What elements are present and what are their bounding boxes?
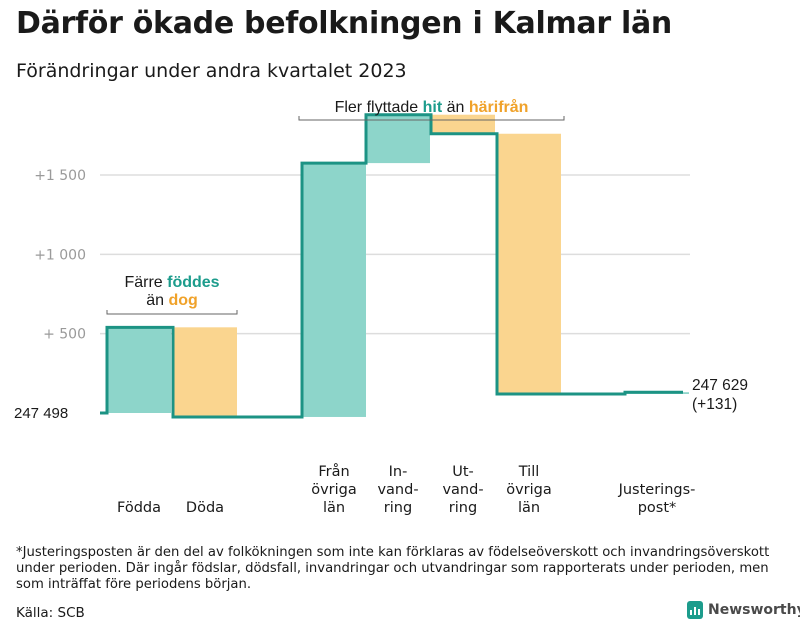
annotation-text: Fler flyttade hit än härifrån: [335, 98, 529, 116]
label-layer: 247 498 247 629 (+131) Födda Döda Från övriga l…: [14, 377, 748, 516]
logo-text: Newsworthy: [708, 602, 800, 618]
category-label: Från: [318, 463, 349, 480]
annotation-text: Färre föddes: [124, 274, 219, 291]
category-label: Ut-: [452, 464, 474, 480]
line-layer: [100, 113, 683, 419]
annotation-run: Färre: [124, 274, 167, 291]
annotation-run: dog: [168, 292, 197, 309]
waterfall-bar: [173, 327, 237, 417]
waterfall-chart: + 500 +1 000 +1 500 247 498 247 629 (+131) Fö…: [14, 98, 748, 516]
category-label: vand-: [442, 482, 483, 498]
waterfall-bar: [497, 133, 561, 394]
newsworthy-logo: Newsworthy: [687, 601, 800, 619]
cumulative-step-line: [100, 113, 683, 419]
category-label: län: [518, 500, 540, 516]
y-tick-label: +1 500: [34, 168, 86, 184]
category-label: In-: [389, 464, 408, 480]
chart-title: Därför ökade befolkningen i Kalmar län: [16, 6, 672, 41]
category-label: vand-: [377, 482, 418, 498]
bars-layer: [107, 114, 689, 417]
footnote: *Justeringsposten är den del av folkökni…: [16, 545, 770, 592]
y-tick-label: +1 000: [34, 247, 86, 263]
category-label: Till: [518, 464, 540, 480]
start-value-label: 247 498: [14, 405, 68, 422]
annotation-run: än: [146, 292, 168, 309]
annotation-bracket: [298, 116, 565, 121]
annotation-run: härifrån: [469, 98, 529, 116]
category-label: övriga: [506, 482, 552, 498]
category-label: Döda: [186, 500, 224, 516]
category-label: post*: [638, 500, 677, 516]
waterfall-bar: [302, 163, 366, 417]
chart-subtitle: Förändringar under andra kvartalet 2023: [16, 60, 407, 82]
category-label: Justerings-: [618, 482, 696, 498]
annotation-bracket: [106, 310, 238, 315]
annotation-run: än: [442, 99, 469, 116]
y-tick-label: + 500: [43, 327, 86, 343]
category-label: övriga: [311, 482, 357, 498]
end-change-label: (+131): [692, 396, 737, 413]
annotation-run: föddes: [167, 274, 220, 291]
category-label: län: [323, 500, 345, 516]
waterfall-bar: [366, 114, 430, 164]
category-label: ring: [449, 500, 477, 516]
annotation-text: än dog: [146, 292, 198, 309]
annotation-run: Fler flyttade: [335, 99, 423, 116]
waterfall-bar: [107, 327, 171, 413]
logo-icon: [687, 601, 703, 619]
category-label: Födda: [117, 500, 161, 516]
waterfall-bar: [431, 114, 495, 134]
end-value-label: 247 629: [692, 377, 748, 394]
annotation-run: hit: [423, 99, 443, 116]
grid-layer: + 500 +1 000 +1 500: [34, 168, 690, 343]
source-label: Källa: SCB: [16, 605, 85, 621]
category-label: ring: [384, 500, 412, 516]
